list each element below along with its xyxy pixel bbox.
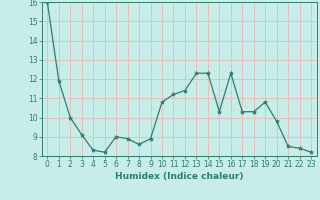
X-axis label: Humidex (Indice chaleur): Humidex (Indice chaleur) [115, 172, 244, 181]
